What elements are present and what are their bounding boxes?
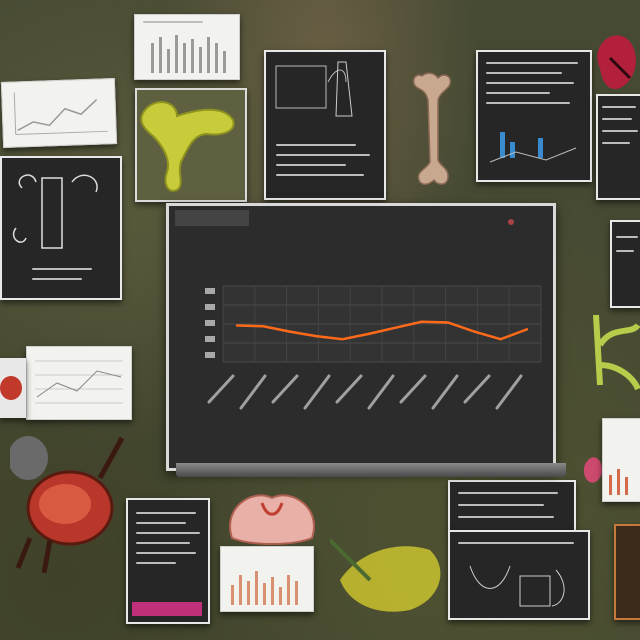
notes-panel-right xyxy=(596,94,640,200)
series-line xyxy=(236,320,528,341)
notes-panel-bottom-right-b xyxy=(448,530,590,620)
notes-panel-right-mid xyxy=(610,220,640,308)
main-chart-monitor xyxy=(166,203,556,471)
thumbnail-right-paper xyxy=(602,418,640,502)
sketch-panel-left xyxy=(0,156,122,300)
y-axis-labels xyxy=(205,288,215,358)
x-tick-label xyxy=(463,374,491,404)
pelvis-icon xyxy=(140,101,235,192)
x-tick-label xyxy=(335,374,363,404)
y-tick-label xyxy=(205,336,215,342)
x-tick-label xyxy=(399,374,427,404)
plant-icon xyxy=(597,35,636,90)
organ-icon xyxy=(229,494,315,545)
data-point xyxy=(341,338,344,341)
x-tick-label xyxy=(495,374,523,410)
x-tick-label xyxy=(367,374,395,410)
data-point xyxy=(499,338,502,341)
notes-panel-bars xyxy=(476,50,592,182)
data-point xyxy=(446,321,450,324)
specimen-icon xyxy=(10,436,125,574)
plant-icon xyxy=(593,314,640,391)
notes-panel-bottom-right-a xyxy=(448,480,576,532)
data-point xyxy=(235,324,239,327)
x-tick-label xyxy=(271,374,299,404)
data-point xyxy=(393,326,397,329)
specimen-photo xyxy=(0,358,26,418)
thumbnail-grid-chart xyxy=(26,346,132,420)
notes-panel-bottom-left xyxy=(126,498,210,624)
plant-icon xyxy=(583,457,603,483)
thumbnail-bar-chart xyxy=(134,14,240,80)
thumbnail-line-chart xyxy=(0,78,118,148)
monitor-stand xyxy=(176,463,566,477)
x-tick-label xyxy=(431,374,459,410)
data-point xyxy=(288,330,291,333)
chart-grid xyxy=(222,285,542,363)
thumbnail-bottom-bars xyxy=(220,546,314,612)
main-line-chart xyxy=(175,210,542,410)
bone-icon xyxy=(412,72,452,185)
y-tick-label xyxy=(205,320,215,326)
data-point xyxy=(525,328,529,331)
x-tick-label xyxy=(207,374,235,404)
notes-panel-bottom-edge xyxy=(614,524,640,620)
data-point xyxy=(262,325,265,328)
flower-icon xyxy=(330,538,441,612)
y-tick-label xyxy=(205,304,215,310)
y-tick-label xyxy=(205,288,215,294)
notes-panel-sketch xyxy=(264,50,386,200)
x-tick-label xyxy=(303,374,331,410)
x-tick-label xyxy=(239,374,267,410)
pelvis-panel xyxy=(135,88,247,202)
x-axis-labels xyxy=(207,374,523,410)
data-point xyxy=(367,332,371,336)
data-point xyxy=(420,320,423,323)
data-point xyxy=(473,330,476,333)
data-point xyxy=(314,334,318,338)
y-tick-label xyxy=(205,352,215,358)
